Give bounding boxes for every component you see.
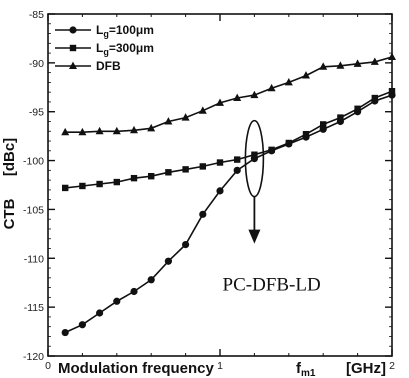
data-point-square — [354, 105, 361, 112]
data-point-square — [113, 178, 120, 186]
data-point-square — [165, 169, 172, 176]
x-axis-symbol: fm1 — [296, 360, 316, 378]
data-point-square — [268, 146, 275, 154]
legend-sub: g — [103, 29, 109, 39]
legend-marker-circle — [69, 26, 77, 34]
data-point-square — [251, 151, 258, 158]
x-symbol-sub: m1 — [301, 368, 316, 378]
legend-marker-square — [69, 44, 77, 52]
data-point-triangle — [130, 125, 138, 134]
data-point-circle — [216, 187, 224, 195]
data-point-square — [216, 159, 224, 166]
data-point-square — [320, 121, 327, 128]
data-point-triangle — [336, 61, 345, 69]
legend-marker-triangle — [69, 61, 77, 69]
y-axis-unit: [dBc] — [1, 138, 18, 176]
data-point-triangle — [78, 127, 87, 136]
x-symbol-base: f — [296, 360, 302, 377]
data-point-circle — [182, 241, 190, 249]
data-point-triangle — [284, 78, 293, 86]
annotation-layer: PC-DFB-LD — [223, 119, 321, 296]
y-tick-label: -90 — [29, 58, 44, 70]
x-tick-label: 0 — [45, 360, 51, 372]
series-triangle — [61, 52, 396, 136]
data-point-circle — [164, 257, 172, 265]
data-point-circle — [130, 287, 138, 296]
data-point-triangle — [61, 127, 70, 136]
data-point-square — [388, 87, 396, 95]
legend-base: L — [96, 23, 103, 37]
data-point-square — [96, 180, 103, 188]
x-tick-label: 1 — [217, 360, 223, 372]
legend-rest: =300μm — [109, 41, 154, 55]
data-point-square — [302, 130, 310, 138]
data-point-square — [62, 184, 69, 192]
axes: 0 1 2 -120 -115 -110 -105 -100 -95 -90 -85 — [23, 9, 395, 372]
annotation-arrow-head — [248, 229, 261, 244]
data-point-triangle — [353, 59, 362, 67]
data-point-triangle — [302, 71, 310, 79]
data-point-square — [130, 174, 138, 182]
annotation-label: PC-DFB-LD — [223, 275, 321, 296]
data-point-triangle — [250, 90, 259, 99]
legend-entry: Lg=300μm — [96, 41, 154, 57]
legend-sub: g — [103, 47, 109, 57]
data-point-circle — [96, 309, 104, 317]
data-point-circle — [113, 297, 121, 305]
data-point-triangle — [370, 57, 379, 65]
x-axis-unit: [GHz] — [346, 360, 386, 377]
data-point-circle — [147, 276, 155, 284]
data-point-square — [79, 182, 86, 190]
series-line — [65, 90, 393, 189]
data-point-square — [199, 163, 206, 170]
data-point-circle — [61, 328, 69, 337]
data-point-triangle — [388, 52, 396, 60]
legend-base: DFB — [96, 59, 121, 73]
legend-entry: Lg=100μm — [96, 23, 154, 39]
x-axis-title: Modulation frequency — [58, 360, 214, 377]
data-point-square — [182, 166, 189, 173]
series-circle — [61, 91, 396, 337]
y-tick-label: -100 — [23, 156, 44, 168]
data-point-triangle — [181, 113, 190, 121]
data-point-square — [285, 139, 292, 147]
data-point-triangle — [164, 117, 173, 125]
legend-base: L — [96, 41, 103, 55]
data-point-circle — [233, 166, 241, 174]
y-tick-label: -95 — [29, 107, 44, 119]
data-point-triangle — [216, 98, 224, 106]
y-tick-label: -110 — [24, 253, 44, 265]
legend-rest: =100μm — [109, 23, 154, 37]
data-point-triangle — [95, 126, 104, 135]
data-point-circle — [199, 210, 207, 218]
series-line — [65, 56, 393, 133]
data-point-square — [371, 94, 378, 102]
data-point-square — [148, 173, 155, 180]
data-point-triangle — [112, 126, 121, 135]
legend-entry: DFB — [96, 59, 121, 73]
data-point-triangle — [198, 106, 207, 114]
y-tick-label: -120 — [23, 351, 44, 363]
y-axis-title: CTB — [1, 198, 18, 229]
data-point-triangle — [319, 62, 328, 70]
axis-labels: Modulation frequency fm1 [GHz] CTB [dBc] — [1, 138, 386, 378]
y-tick-label: -105 — [23, 204, 44, 216]
y-tick-label: -115 — [24, 302, 44, 314]
data-point-square — [234, 156, 241, 163]
data-point-triangle — [267, 83, 276, 92]
data-point-circle — [78, 321, 86, 329]
data-point-triangle — [147, 123, 156, 132]
y-tick-label: -85 — [29, 9, 44, 21]
x-tick-label: 2 — [389, 360, 395, 372]
data-point-square — [337, 114, 344, 121]
data-point-triangle — [233, 93, 242, 102]
series-layer — [61, 52, 396, 337]
series-square — [62, 87, 396, 192]
